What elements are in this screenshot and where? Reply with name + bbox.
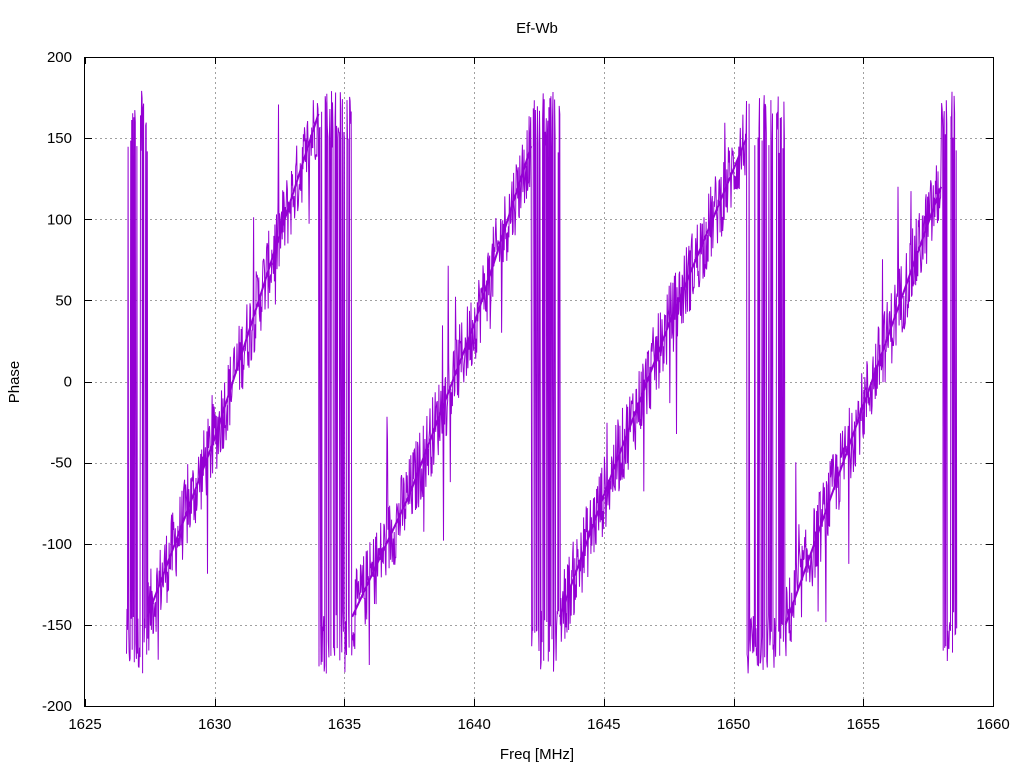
y-tick-label: -150: [42, 617, 72, 634]
phase-trend-segment: [558, 137, 748, 618]
x-tick-label: 1655: [847, 716, 880, 733]
y-tick-label: 200: [47, 49, 72, 66]
phase-trace: [126, 90, 958, 674]
x-tick-label: 1640: [457, 716, 490, 733]
y-axis-label: Phase: [6, 361, 23, 404]
y-tick-label: 0: [64, 374, 72, 391]
x-tick-labels: 1625 1630 1635 1640 1645 1650 1655 1660: [68, 716, 1009, 733]
plot-frame: [84, 57, 994, 707]
x-tick-label: 1660: [976, 716, 1009, 733]
y-tick-label: -200: [42, 698, 72, 715]
x-axis-label: Freq [MHz]: [500, 746, 574, 763]
y-tick-label: 50: [55, 292, 72, 309]
grid-lines: [85, 57, 993, 706]
x-tick-label: 1630: [198, 716, 231, 733]
y-tick-label: -100: [42, 536, 72, 553]
x-tick-label: 1625: [68, 716, 101, 733]
x-tick-label: 1645: [587, 716, 620, 733]
phase-series: [126, 90, 958, 674]
phase-trend-segment: [351, 145, 533, 618]
chart-title: Ef-Wb: [516, 20, 558, 37]
y-tick-label: 150: [47, 130, 72, 147]
y-tick-label: 100: [47, 211, 72, 228]
phase-trend-segment: [146, 113, 320, 618]
phase-trend-segment: [784, 186, 943, 626]
y-tick-labels: -200 -150 -100 -50 0 50 100 150 200: [42, 49, 72, 715]
x-tick-label: 1650: [717, 716, 750, 733]
x-tick-label: 1635: [328, 716, 361, 733]
y-tick-label: -50: [50, 455, 72, 472]
